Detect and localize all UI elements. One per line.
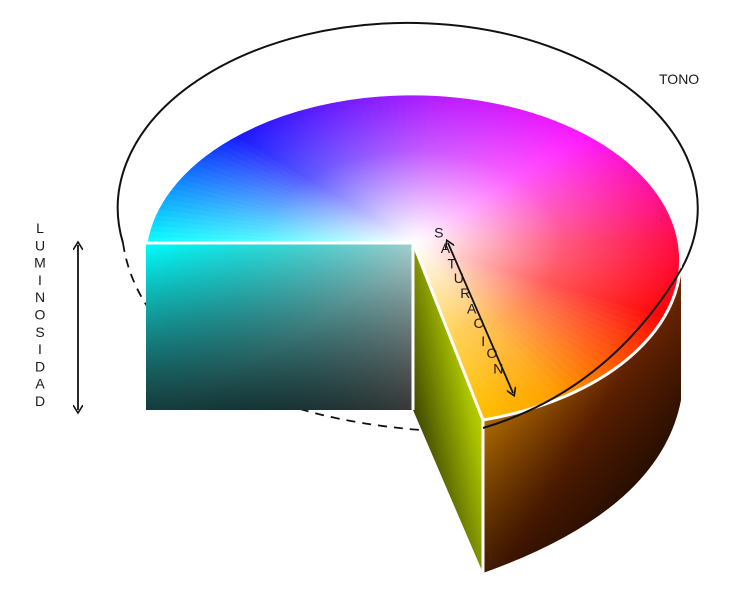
hue-label: TONO: [659, 71, 699, 87]
cut-face-right: [413, 243, 483, 573]
hue-ring-outline: [116, 21, 699, 269]
saturation-arrow: [448, 243, 513, 393]
side-outline: [482, 267, 683, 429]
cut-edge-right: [411, 242, 485, 573]
cut-face-left: [146, 243, 413, 410]
top-rim-highlight: [144, 92, 683, 422]
